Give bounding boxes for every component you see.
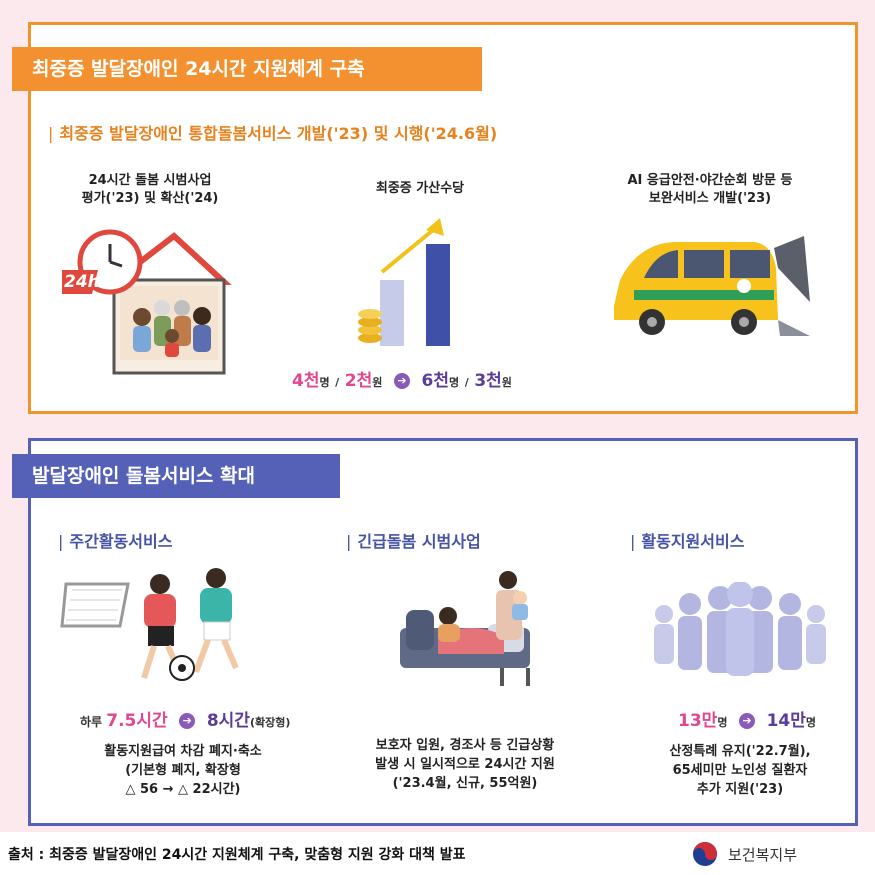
heading-emergency-care: | 긴급돌봄 시범사업 bbox=[346, 532, 481, 551]
heading-day-activity: | 주간활동서비스 bbox=[58, 532, 173, 551]
caption-line: 평가('23) 및 확산('24) bbox=[81, 191, 219, 206]
description-line: 65세미만 노인성 질환자 bbox=[672, 763, 808, 778]
section-1-subheading-text: 최중증 발달장애인 통합돌봄서비스 개발('23) 및 시행('24.6월) bbox=[59, 124, 498, 143]
day-activity-description: 활동지원급여 차감 폐지·축소 (기본형 폐지, 확장형 △ 56 → △ 22… bbox=[68, 742, 298, 799]
activity-support-description: 산정특례 유지('22.7월), 65세미만 노인성 질환자 추가 지원('23… bbox=[640, 742, 840, 799]
caption-line: AI 응급안전·야간순회 방문 등 bbox=[627, 173, 793, 188]
description-line: 추가 지원('23) bbox=[696, 782, 784, 797]
before-hours-value: 7.5시간 bbox=[106, 711, 168, 731]
clock-24h-label: 24h bbox=[64, 272, 100, 292]
emergency-care-description: 보호자 입원, 경조사 등 긴급상황 발생 시 일시적으로 24시간 지원 ('… bbox=[340, 736, 590, 793]
after-people-value: 6천 bbox=[421, 371, 449, 391]
source-text: 출처 : 최중증 발달장애인 24시간 지원체계 구축, 맞춤형 지원 강화 대… bbox=[8, 847, 466, 863]
separator: / bbox=[464, 376, 469, 389]
description-line: 보호자 입원, 경조사 등 긴급상황 bbox=[375, 738, 555, 753]
allowance-stat: 4천명 / 2천원 ➔ 6천명 / 3천원 bbox=[292, 366, 512, 391]
emergency-care-illustration bbox=[400, 571, 530, 686]
after-count-value: 14만 bbox=[766, 711, 806, 731]
section-1-subheading: | 최중증 발달장애인 통합돌봄서비스 개발('23) 및 시행('24.6월) bbox=[48, 124, 498, 143]
caption-line: 보완서비스 개발('23) bbox=[648, 191, 772, 206]
separator: / bbox=[335, 376, 340, 389]
unit-won: 원 bbox=[372, 376, 383, 389]
after-hours-value: 8시간 bbox=[206, 711, 250, 731]
caption-ai-service: AI 응급안전·야간순회 방문 등 보완서비스 개발('23) bbox=[600, 172, 820, 208]
taegeuk-logo-icon bbox=[693, 842, 717, 866]
description-line: 산정특례 유지('22.7월), bbox=[669, 744, 811, 759]
unit-people: 명 bbox=[319, 376, 330, 389]
description-line: 활동지원급여 차감 폐지·축소 bbox=[104, 744, 262, 759]
caption-allowance: 최중증 가산수당 bbox=[330, 180, 510, 198]
before-people-value: 4천 bbox=[292, 371, 320, 391]
unit-won: 원 bbox=[501, 376, 512, 389]
heading-text: 주간활동서비스 bbox=[69, 532, 173, 551]
caption-line: 24시간 돌봄 시범사업 bbox=[88, 173, 212, 188]
soccer-players-illustration bbox=[60, 568, 239, 681]
description-line: (기본형 폐지, 확장형 bbox=[125, 763, 241, 778]
heading-text: 긴급돌봄 시범사업 bbox=[357, 532, 481, 551]
heading-activity-support: | 활동지원서비스 bbox=[630, 532, 745, 551]
ministry-logo: 보건복지부 bbox=[690, 840, 860, 868]
stat-prefix: 하루 bbox=[80, 715, 107, 729]
allowance-increase-illustration bbox=[358, 218, 450, 346]
van-illustration bbox=[614, 236, 810, 336]
before-count-value: 13만 bbox=[678, 711, 718, 731]
right-arrow-icon: ➔ bbox=[739, 713, 756, 729]
right-arrow-icon: ➔ bbox=[179, 713, 196, 729]
stat-suffix: (확장형) bbox=[249, 716, 291, 729]
description-line: ('23.4월, 신규, 55억원) bbox=[392, 776, 538, 791]
ministry-name: 보건복지부 bbox=[728, 846, 798, 864]
section-1-title: 최중증 발달장애인 24시간 지원체계 구축 bbox=[12, 47, 482, 91]
description-line: 발생 시 일시적으로 24시간 지원 bbox=[375, 757, 555, 772]
caption-24h-pilot: 24시간 돌봄 시범사업 평가('23) 및 확산('24) bbox=[60, 172, 240, 208]
after-amount-value: 3천 bbox=[474, 371, 502, 391]
house-family-clock-illustration bbox=[62, 229, 232, 375]
description-line: △ 56 → △ 22시간) bbox=[125, 782, 241, 797]
unit-people: 명 bbox=[805, 716, 817, 729]
footer: 출처 : 최중증 발달장애인 24시간 지원체계 구축, 맞춤형 지원 강화 대… bbox=[0, 832, 875, 875]
day-activity-stat: 하루 7.5시간 ➔ 8시간(확장형) bbox=[80, 706, 290, 731]
heading-text: 활동지원서비스 bbox=[641, 532, 745, 551]
people-crowd-illustration bbox=[654, 582, 826, 676]
unit-people: 명 bbox=[449, 376, 460, 389]
section-2-title: 발달장애인 돌봄서비스 확대 bbox=[12, 454, 340, 498]
before-amount-value: 2천 bbox=[344, 371, 373, 391]
unit-people: 명 bbox=[717, 716, 728, 729]
right-arrow-icon: ➔ bbox=[393, 373, 410, 389]
caption-line: 최중증 가산수당 bbox=[375, 181, 465, 196]
activity-support-stat: 13만명 ➔ 14만명 bbox=[678, 706, 816, 731]
